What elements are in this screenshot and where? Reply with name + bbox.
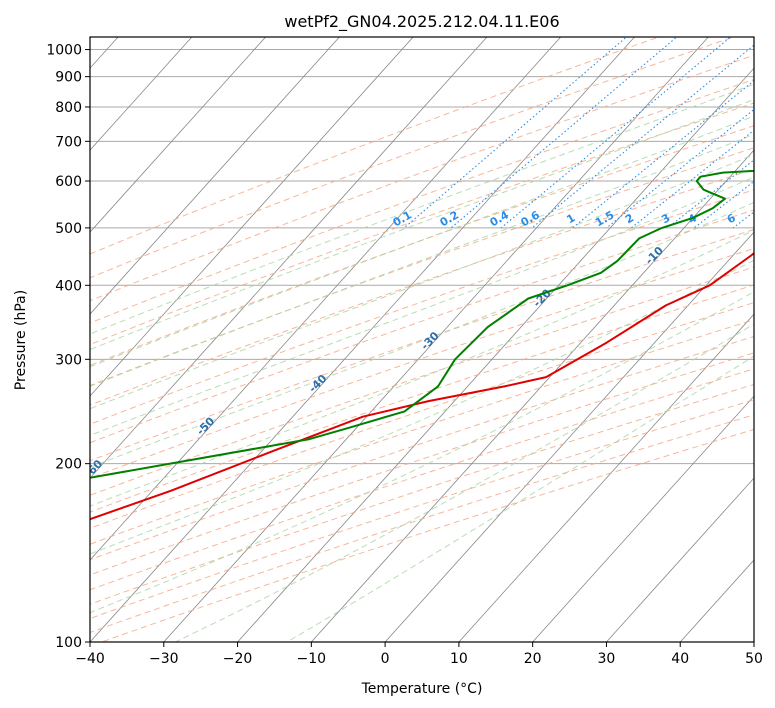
x-tick-label: −30 (149, 651, 179, 667)
isotherm-line (310, 149, 754, 642)
x-tick-label: 50 (745, 651, 763, 667)
moist-adiabat-line (90, 176, 754, 436)
mixing-ratio-line (450, 37, 678, 229)
dry-adiabat-line (90, 247, 754, 479)
x-axis-label: Temperature (°C) (361, 681, 483, 697)
isotherm-line (90, 37, 267, 233)
y-tick-label: 300 (55, 352, 82, 368)
dry-adiabat-line (90, 54, 754, 302)
x-tick-label: −40 (75, 651, 105, 667)
isotherm-line (90, 37, 488, 479)
mixing-ratio-line (500, 37, 732, 229)
moist-adiabat-line (90, 83, 754, 335)
isotherm-line (163, 37, 709, 642)
y-tick-label: 400 (55, 278, 82, 294)
y-tick-label: 800 (55, 100, 82, 116)
isotherm-line (679, 559, 754, 642)
dry-adiabat-line (90, 125, 754, 366)
isotherm-line (605, 477, 754, 642)
dry-adiabat-line (90, 102, 754, 346)
mixing-ratio-line (572, 79, 754, 229)
isotherm-line (90, 37, 562, 561)
y-tick-label: 900 (55, 70, 82, 86)
isotherm-line (532, 395, 754, 642)
dry-adiabat-line (90, 399, 754, 620)
isotherm-line (90, 37, 636, 642)
dry-adiabat-line (90, 335, 754, 561)
moist-adiabat-line (90, 201, 754, 468)
x-tick-label: 0 (381, 651, 390, 667)
temperature-profile-line (90, 251, 754, 521)
plot-frame (89, 36, 755, 643)
isotherm-line (458, 313, 754, 642)
y-tick-label: 100 (55, 635, 82, 651)
isotherm-line (90, 37, 193, 151)
dry-adiabat-line (90, 147, 754, 387)
dry-adiabat-line (90, 79, 754, 324)
dry-adiabat-line (90, 266, 754, 496)
x-tick-label: −10 (297, 651, 327, 667)
dry-adiabat-line (90, 228, 754, 462)
y-tick-label: 1000 (46, 43, 82, 59)
dewpoint-profile-line (90, 169, 754, 479)
dry-adiabat-line (90, 168, 754, 406)
x-tick-label: 20 (524, 651, 542, 667)
x-tick-label: −20 (223, 651, 253, 667)
isotherm-line (90, 37, 340, 315)
y-tick-label: 200 (55, 457, 82, 473)
moist-adiabat-line (90, 115, 754, 368)
x-tick-label: 10 (450, 651, 468, 667)
isotherm-line (90, 37, 414, 397)
plot-area: 0.10.20.40.611.52346810131620253036-100-… (90, 37, 754, 642)
moist-adiabat-line (90, 259, 754, 555)
moist-adiabat-line (90, 153, 754, 410)
x-tick-label: 30 (598, 651, 616, 667)
x-tick-label: 40 (671, 651, 689, 667)
dry-adiabat-line (90, 414, 754, 633)
mixing-ratio-line (531, 44, 754, 229)
y-tick-label: 600 (55, 174, 82, 190)
chart-title: wetPf2_GN04.2025.212.04.11.E06 (284, 12, 559, 32)
y-tick-label: 500 (55, 221, 82, 237)
isotherm-line (384, 231, 754, 642)
axis-ticks: −40 −30 −20 −10 0 10 20 30 40 50 100 200 300 400 500 60… (46, 43, 763, 667)
y-axis-label: Pressure (hPa) (13, 290, 29, 390)
dry-adiabat-line (90, 319, 754, 545)
dry-adiabat-line (90, 352, 754, 576)
y-tick-label: 700 (55, 134, 82, 150)
